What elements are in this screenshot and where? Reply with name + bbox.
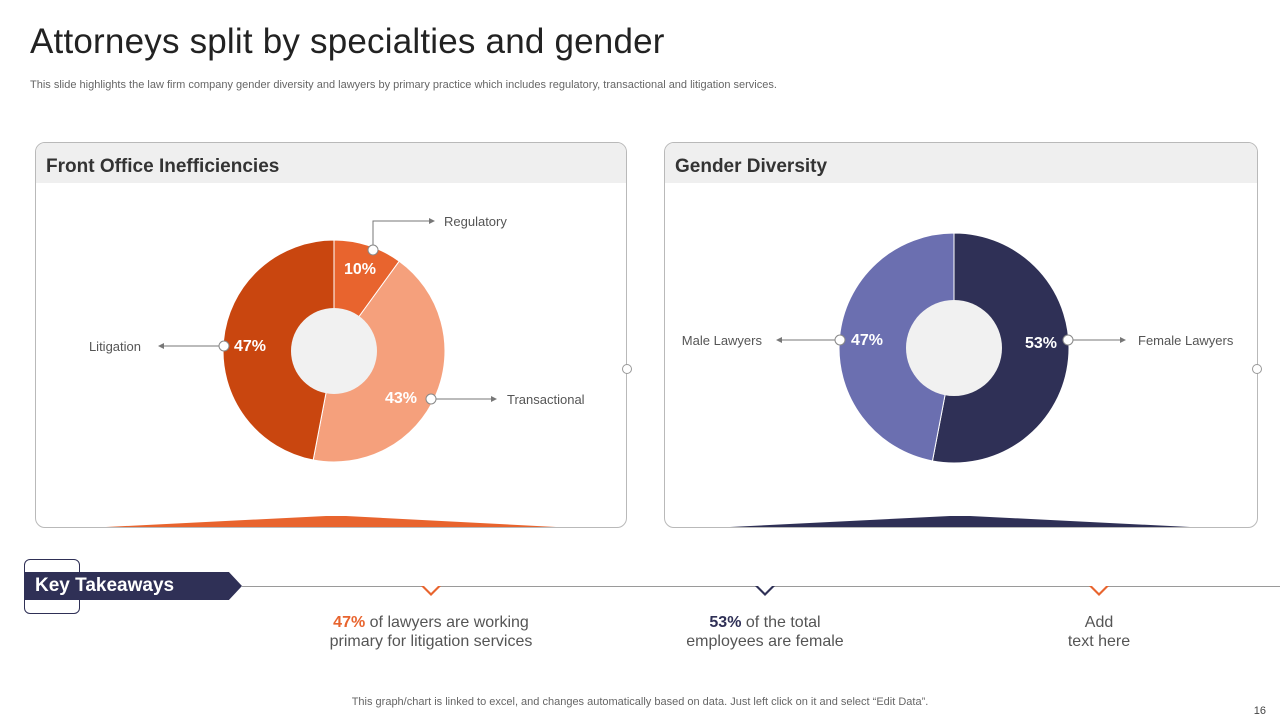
- takeaway-item-2: 53% of the total employees are female: [635, 613, 895, 651]
- resize-handle-left-panel[interactable]: [622, 364, 632, 374]
- takeaway-highlight: 53%: [709, 614, 742, 631]
- category-label-female: Female Lawyers: [1138, 333, 1234, 348]
- takeaway-text: of the total: [741, 614, 821, 631]
- takeaway-marker-1-inner: [424, 586, 438, 593]
- takeaway-item-1: 47% of lawyers are working primary for l…: [301, 613, 561, 651]
- slide-subtitle: This slide highlights the law firm compa…: [30, 79, 777, 91]
- gender-diversity-panel[interactable]: Gender Diversity 53% 47% Female Lawyers …: [664, 142, 1258, 528]
- dot-transactional: [425, 393, 437, 405]
- category-label-transactional: Transactional: [507, 392, 585, 407]
- slide-title: Attorneys split by specialties and gende…: [30, 22, 665, 61]
- key-takeaways-heading: Key Takeaways: [24, 572, 242, 600]
- arrowhead-transactional: [491, 396, 497, 402]
- arrowhead-regulatory: [429, 218, 435, 224]
- gender-diversity-donut-chart[interactable]: 53% 47% Female Lawyers Male Lawyers: [665, 143, 1257, 527]
- leader-line-regulatory: [372, 220, 429, 250]
- panel-title: Gender Diversity: [665, 143, 1257, 183]
- category-label-litigation: Litigation: [89, 339, 141, 354]
- data-label-female: 53%: [1025, 335, 1057, 352]
- takeaway-text: text here: [1067, 633, 1131, 650]
- front-office-panel[interactable]: Front Office Inefficiencies 10% 43% 47% …: [35, 142, 627, 528]
- front-office-donut-chart[interactable]: 10% 43% 47% Regulatory Transactional Lit…: [36, 143, 626, 527]
- category-label-regulatory: Regulatory: [444, 214, 507, 229]
- takeaway-text: Add: [1084, 614, 1114, 631]
- takeaway-text: primary for litigation services: [329, 633, 533, 650]
- footer-note: This graph/chart is linked to excel, and…: [351, 696, 929, 708]
- decorative-wedge: [730, 516, 1190, 527]
- donut-hole: [291, 308, 377, 394]
- data-label-regulatory: 10%: [344, 261, 376, 278]
- takeaway-highlight: 47%: [333, 614, 366, 631]
- takeaway-text: of lawyers are working: [365, 614, 529, 631]
- pie-slice-transactional[interactable]: [312, 260, 446, 463]
- takeaway-item-3[interactable]: Add text here: [969, 613, 1229, 651]
- category-label-male: Male Lawyers: [682, 333, 763, 348]
- page-number: 16: [1253, 705, 1266, 717]
- takeaway-marker-2-inner: [758, 586, 772, 593]
- dot-regulatory: [367, 244, 379, 256]
- panel-title: Front Office Inefficiencies: [36, 143, 626, 183]
- dot-female: [1062, 334, 1074, 346]
- data-label-transactional: 43%: [385, 390, 417, 407]
- resize-handle-right-panel[interactable]: [1252, 364, 1262, 374]
- takeaway-text: employees are female: [686, 633, 844, 650]
- donut-hole: [906, 300, 1002, 396]
- arrowhead-female: [1120, 337, 1126, 343]
- arrowhead-male: [776, 337, 782, 343]
- data-label-male: 47%: [851, 332, 883, 349]
- decorative-wedge: [106, 516, 556, 527]
- arrowhead-litigation: [158, 343, 164, 349]
- dot-male: [834, 334, 846, 346]
- dot-litigation: [218, 340, 230, 352]
- data-label-litigation: 47%: [234, 338, 266, 355]
- takeaway-marker-3-inner: [1092, 586, 1106, 593]
